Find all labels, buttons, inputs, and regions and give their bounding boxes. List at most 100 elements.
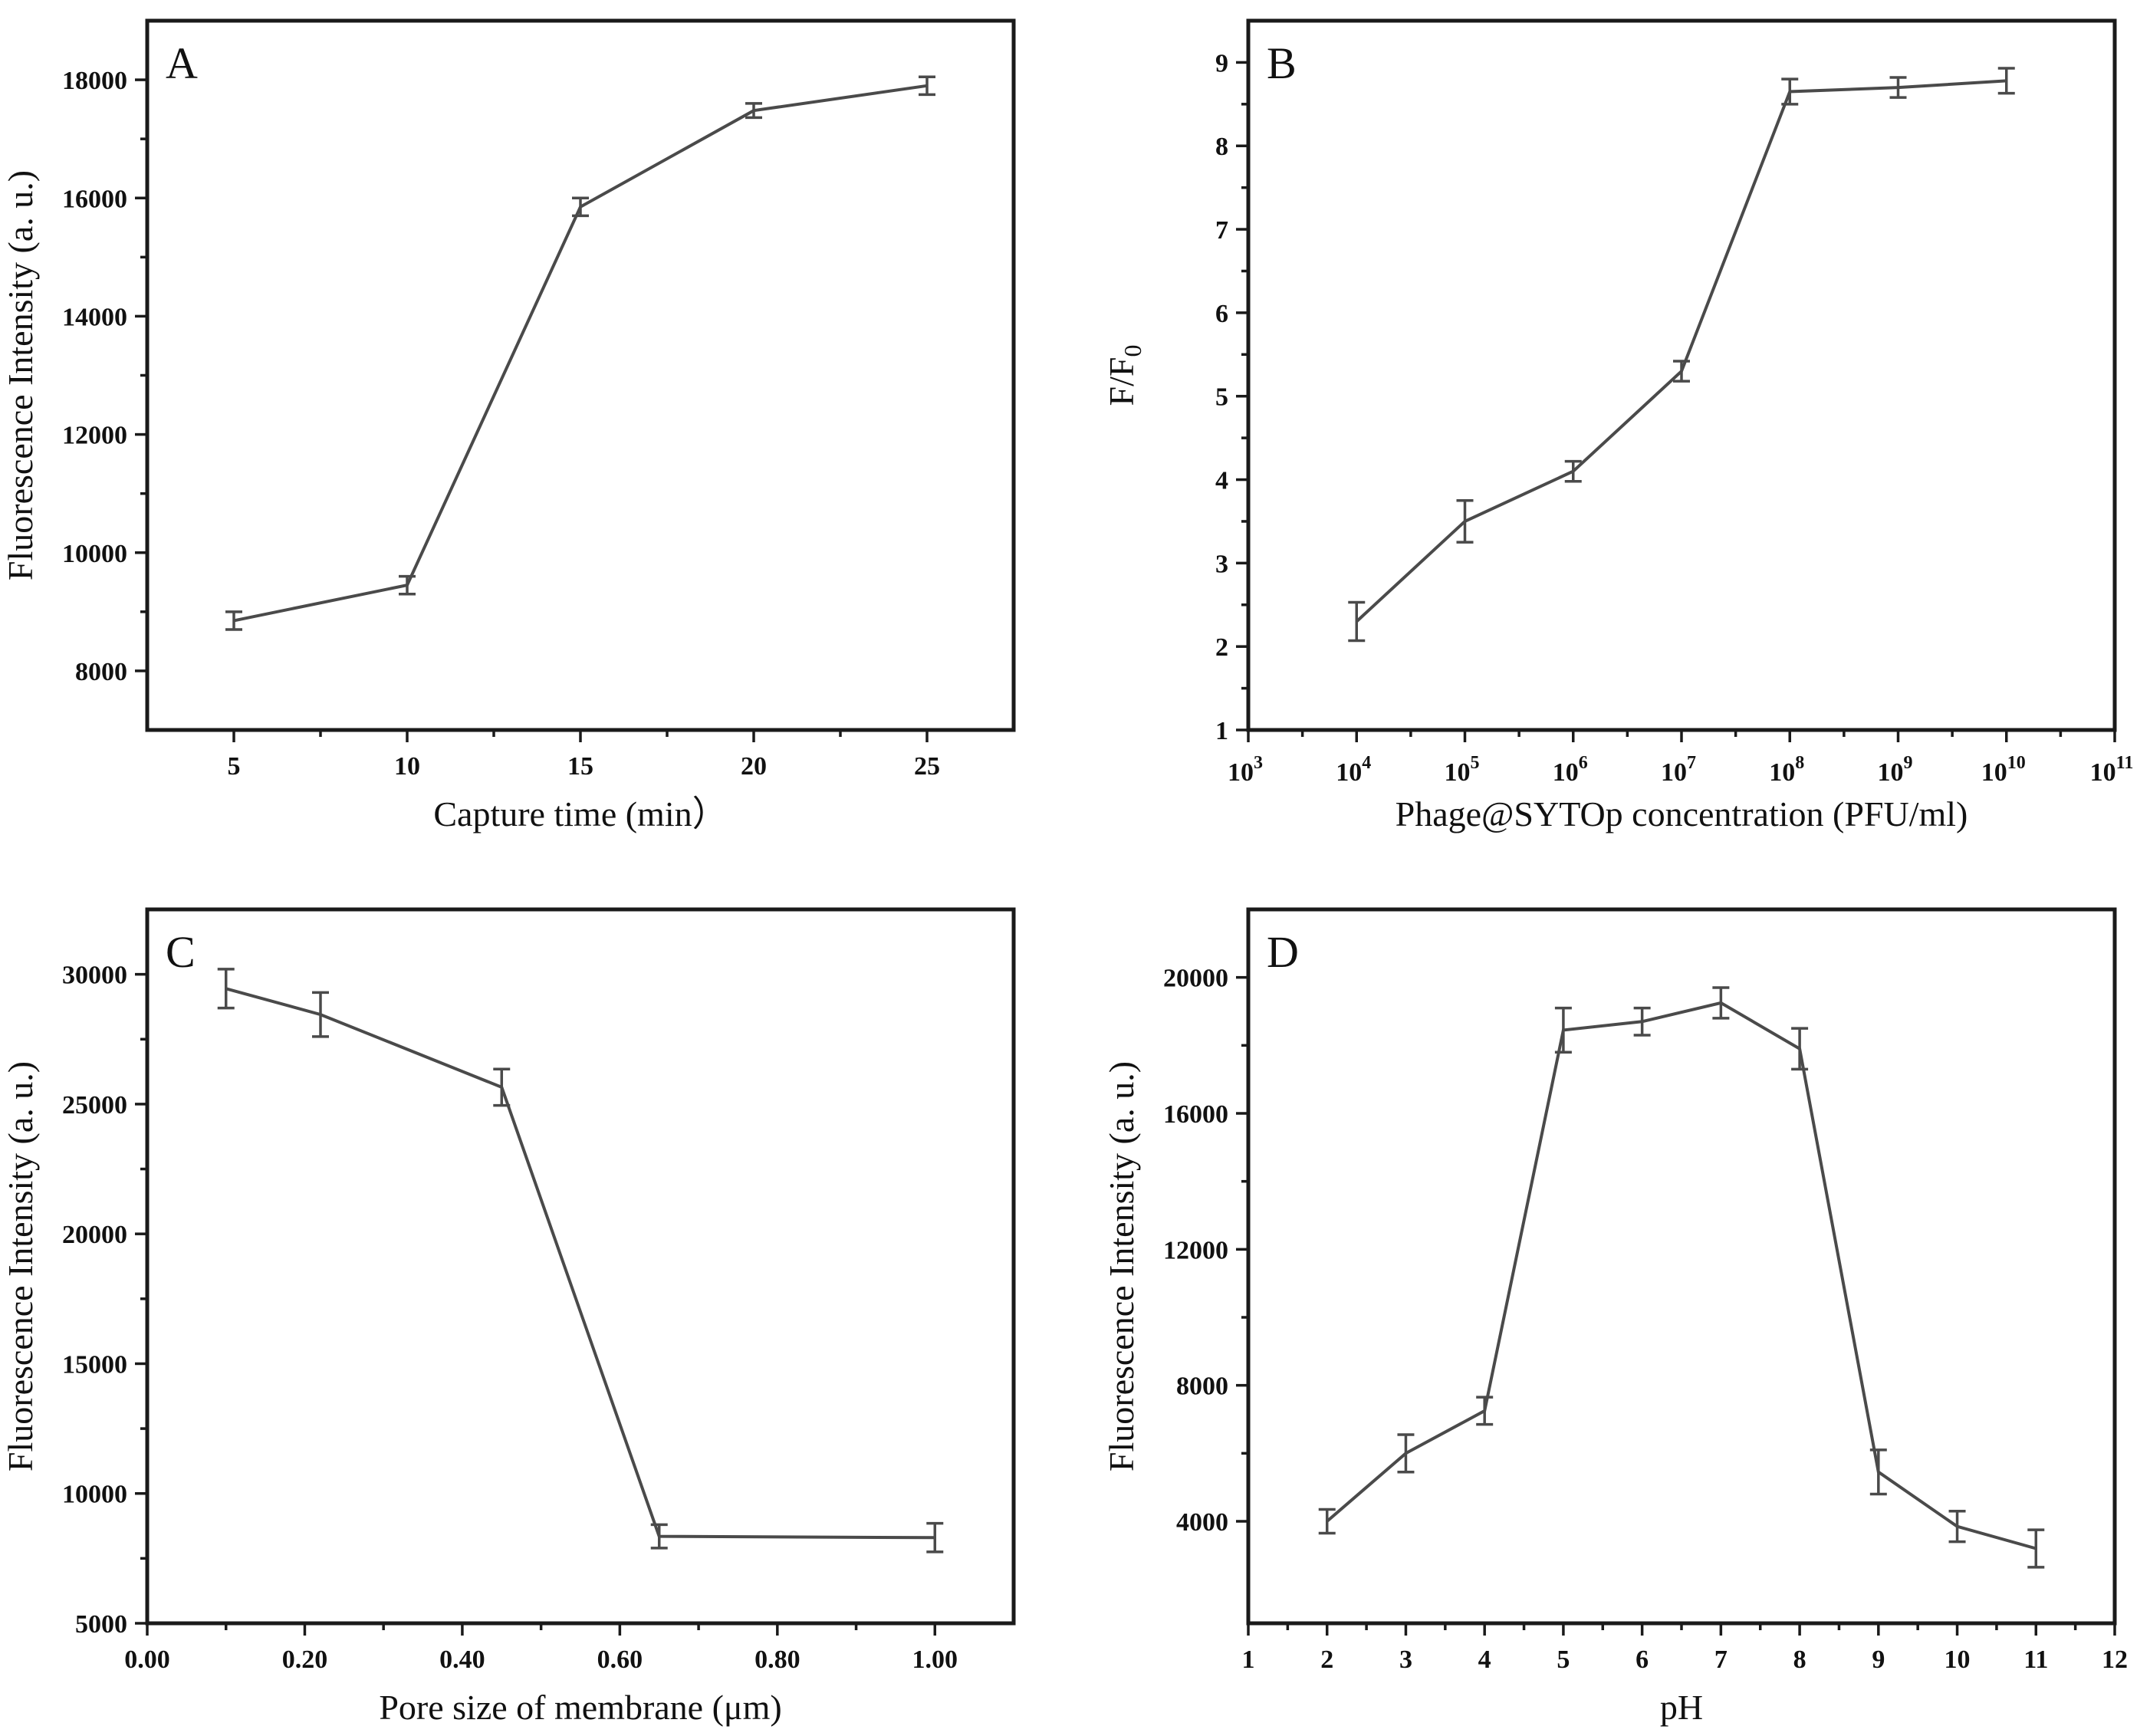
error-bar [1554,1006,1572,1054]
y-axis-label: F/F0 [1102,345,1146,406]
panel-c: 0.00 0.20 0.40 0.60 0.80 1.00 5000 10000 15000 20… [1,907,1016,1727]
error-bar [1791,1027,1809,1071]
error-bar [1476,1396,1494,1426]
x-axis-label: Capture time (min） [433,794,727,833]
y-tick-label: 8 [1215,133,1228,161]
error-bar [1948,1509,1966,1544]
error-bar [225,610,242,631]
x-axis-label: pH [1660,1688,1703,1727]
x-tick-label: 20 [741,752,767,781]
x-axis-label: Phage@SYTOp concentration (PFU/ml) [1396,794,1968,833]
y-tick-label: 2 [1215,633,1228,662]
x-tick-label: 108 [1769,753,1804,787]
x-tick-label: 4 [1478,1646,1491,1674]
x-tick-label: 3 [1399,1646,1412,1674]
x-tick-label: 9 [1872,1646,1885,1674]
error-bar [1348,600,1366,643]
series-line [1355,79,2007,623]
error-bar [919,75,935,97]
y-tick-label: 5 [1215,383,1228,412]
error-bar [1318,1507,1336,1535]
panel-letter: A [166,38,198,88]
y-tick-label: 16000 [1163,1100,1228,1129]
error-bar [1712,986,1730,1020]
x-tick-label: 2 [1320,1646,1333,1674]
x-tick-label: 109 [1878,753,1913,787]
error-bar [312,991,329,1038]
panel-letter: D [1267,927,1299,977]
x-tick-label: 7 [1714,1646,1728,1674]
y-axis-label: Fluorescence Intensity (a. u.) [1,1061,40,1471]
error-bar [926,1521,944,1554]
panel-letter: C [166,927,196,977]
x-tick-label: 10 [394,752,420,781]
error-bar [1889,76,1907,99]
x-tick-label: 5 [228,752,241,781]
error-bar [745,102,762,120]
y-tick-label: 25000 [62,1091,127,1120]
x-tick-label: 103 [1228,753,1263,787]
x-tick-label: 10 [1945,1646,1971,1674]
error-bar [217,968,235,1010]
panel-b: 103 104 105 106 107 108 109 1010 1011 1 2 3 4 5 6 7 8 9 Ph… [1102,18,2134,833]
x-tick-label: 8 [1793,1646,1806,1674]
y-tick-label: 6 [1215,300,1228,328]
y-tick-label: 1 [1215,717,1228,745]
error-bar [1564,459,1582,483]
y-tick-label: 8000 [75,658,127,686]
panel-d: 1 2 3 4 5 6 7 8 9 10 11 1240008000120001600020000pH… [1102,907,2128,1727]
y-tick-label: 7 [1215,216,1228,245]
y-tick-label: 16000 [62,185,127,213]
plot-frame [145,907,1016,1626]
panel-letter: B [1267,38,1297,88]
error-bar [399,574,416,596]
error-bar [2027,1528,2045,1569]
error-bar [1997,67,2015,95]
plot-frame [1246,907,2117,1626]
x-tick-label: 105 [1445,753,1480,787]
x-tick-label: 104 [1336,753,1371,787]
x-tick-label: 1010 [1981,753,2026,787]
y-tick-label: 4 [1215,467,1228,495]
y-tick-label: 20000 [1163,965,1228,993]
y-tick-label: 15000 [62,1350,127,1379]
x-tick-label: 0.00 [124,1646,170,1674]
x-tick-label: 1 [1242,1646,1255,1674]
x-tick-label: 15 [567,752,593,781]
error-bar [1673,360,1690,383]
y-tick-label: 20000 [62,1221,127,1249]
error-bar [1397,1433,1415,1474]
y-tick-label: 8000 [1176,1373,1228,1401]
x-tick-label: 0.40 [439,1646,485,1674]
error-bar [650,1523,668,1550]
error-bar [1869,1448,1887,1496]
x-tick-label: 11 [2023,1646,2048,1674]
x-tick-label: 1011 [2090,753,2134,787]
x-tick-label: 12 [2102,1646,2128,1674]
y-axis-label: Fluorescence Intensity (a. u.) [1,170,40,580]
x-tick-label: 6 [1636,1646,1649,1674]
y-tick-label: 10000 [62,1481,127,1509]
error-bar [493,1067,511,1107]
x-tick-label: 1.00 [912,1646,958,1674]
x-tick-label: 0.60 [597,1646,643,1674]
y-axis-label: Fluorescence Intensity (a. u.) [1102,1061,1141,1471]
error-bar [1633,1006,1651,1037]
y-tick-label: 12000 [1163,1236,1228,1264]
y-tick-label: 5000 [75,1610,127,1639]
y-tick-label: 14000 [62,303,127,331]
error-bar [1456,498,1474,544]
y-tick-label: 12000 [62,422,127,450]
x-tick-label: 0.20 [282,1646,328,1674]
x-tick-label: 5 [1557,1646,1570,1674]
y-tick-label: 30000 [62,962,127,990]
y-tick-label: 4000 [1176,1508,1228,1537]
series-line [233,84,928,623]
error-bar [572,196,589,218]
panel-a: 5 10 15 20 25 8000 10000 12000 14000 16000 18000 Ca… [1,18,1016,833]
series-line [1326,1001,2037,1550]
x-tick-label: 0.80 [754,1646,800,1674]
x-axis-label: Pore size of membrane (μm) [379,1688,781,1727]
y-tick-label: 10000 [62,540,127,568]
